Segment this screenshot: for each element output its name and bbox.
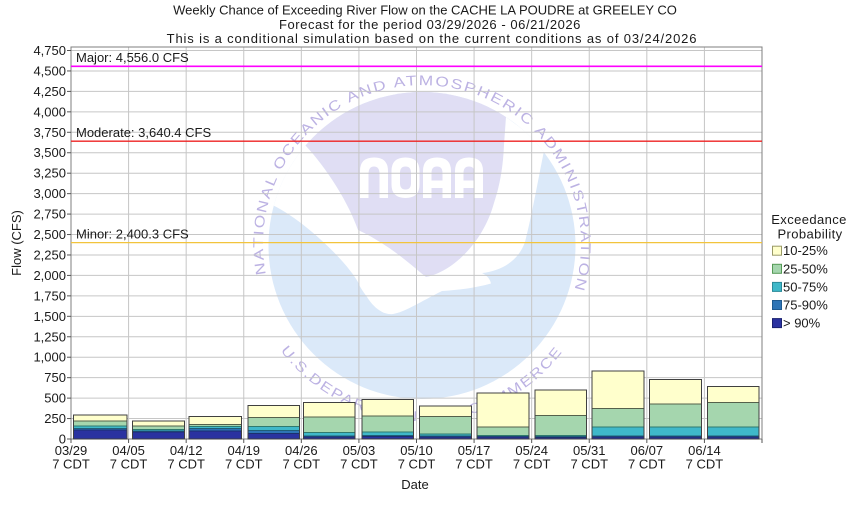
svg-text:7 CDT: 7 CDT [628, 457, 666, 472]
svg-text:05/03: 05/03 [343, 443, 376, 458]
svg-text:05/24: 05/24 [515, 443, 548, 458]
svg-text:> 90%: > 90% [783, 316, 821, 331]
svg-text:2,000: 2,000 [33, 268, 66, 283]
svg-text:4,750: 4,750 [33, 43, 66, 58]
svg-text:2,750: 2,750 [33, 207, 66, 222]
svg-text:4,250: 4,250 [33, 84, 66, 99]
svg-text:7 CDT: 7 CDT [52, 457, 90, 472]
svg-text:Major: 4,556.0 CFS: Major: 4,556.0 CFS [76, 50, 189, 65]
svg-text:7 CDT: 7 CDT [686, 457, 724, 472]
svg-text:04/05: 04/05 [112, 443, 145, 458]
svg-text:75-90%: 75-90% [783, 298, 828, 313]
svg-text:7 CDT: 7 CDT [340, 457, 378, 472]
svg-text:Weekly Chance of Exceeding Riv: Weekly Chance of Exceeding River Flow on… [173, 3, 677, 18]
svg-text:05/10: 05/10 [400, 443, 433, 458]
svg-text:This is a conditional simulati: This is a conditional simulation based o… [167, 31, 698, 46]
svg-text:2,250: 2,250 [33, 247, 66, 262]
svg-text:04/26: 04/26 [285, 443, 318, 458]
svg-text:4,500: 4,500 [33, 63, 66, 78]
svg-text:03/29: 03/29 [55, 443, 88, 458]
svg-text:7 CDT: 7 CDT [110, 457, 148, 472]
svg-text:4,000: 4,000 [33, 104, 66, 119]
svg-text:1,250: 1,250 [33, 329, 66, 344]
svg-text:05/17: 05/17 [458, 443, 491, 458]
svg-text:04/19: 04/19 [227, 443, 260, 458]
svg-text:250: 250 [44, 411, 66, 426]
svg-text:7 CDT: 7 CDT [455, 457, 493, 472]
svg-text:1,500: 1,500 [33, 309, 66, 324]
svg-text:7 CDT: 7 CDT [167, 457, 205, 472]
svg-text:2,500: 2,500 [33, 227, 66, 242]
svg-text:05/31: 05/31 [573, 443, 606, 458]
svg-text:25-50%: 25-50% [783, 261, 828, 276]
svg-text:3,750: 3,750 [33, 125, 66, 140]
svg-text:7 CDT: 7 CDT [283, 457, 321, 472]
svg-text:750: 750 [44, 370, 66, 385]
svg-text:3,250: 3,250 [33, 166, 66, 181]
svg-text:0: 0 [59, 432, 66, 447]
svg-text:Forecast for the period 03/29/: Forecast for the period 03/29/2026 - 06/… [279, 17, 581, 32]
svg-text:7 CDT: 7 CDT [513, 457, 551, 472]
svg-text:1,000: 1,000 [33, 350, 66, 365]
svg-text:04/12: 04/12 [170, 443, 203, 458]
svg-text:1,750: 1,750 [33, 288, 66, 303]
svg-text:7 CDT: 7 CDT [398, 457, 436, 472]
svg-text:Exceedance: Exceedance [771, 212, 847, 227]
svg-text:Moderate: 3,640.4 CFS: Moderate: 3,640.4 CFS [76, 125, 211, 140]
svg-text:06/07: 06/07 [631, 443, 664, 458]
svg-text:7 CDT: 7 CDT [570, 457, 608, 472]
svg-text:3,000: 3,000 [33, 186, 66, 201]
svg-text:3,500: 3,500 [33, 145, 66, 160]
svg-text:06/14: 06/14 [688, 443, 721, 458]
svg-text:Flow (CFS): Flow (CFS) [9, 210, 24, 276]
svg-text:10-25%: 10-25% [783, 243, 828, 258]
svg-text:500: 500 [44, 391, 66, 406]
svg-text:Minor: 2,400.3 CFS: Minor: 2,400.3 CFS [76, 227, 189, 242]
svg-text:Date: Date [401, 477, 428, 492]
svg-text:7 CDT: 7 CDT [225, 457, 263, 472]
svg-text:50-75%: 50-75% [783, 279, 828, 294]
svg-text:Probability: Probability [777, 227, 842, 242]
